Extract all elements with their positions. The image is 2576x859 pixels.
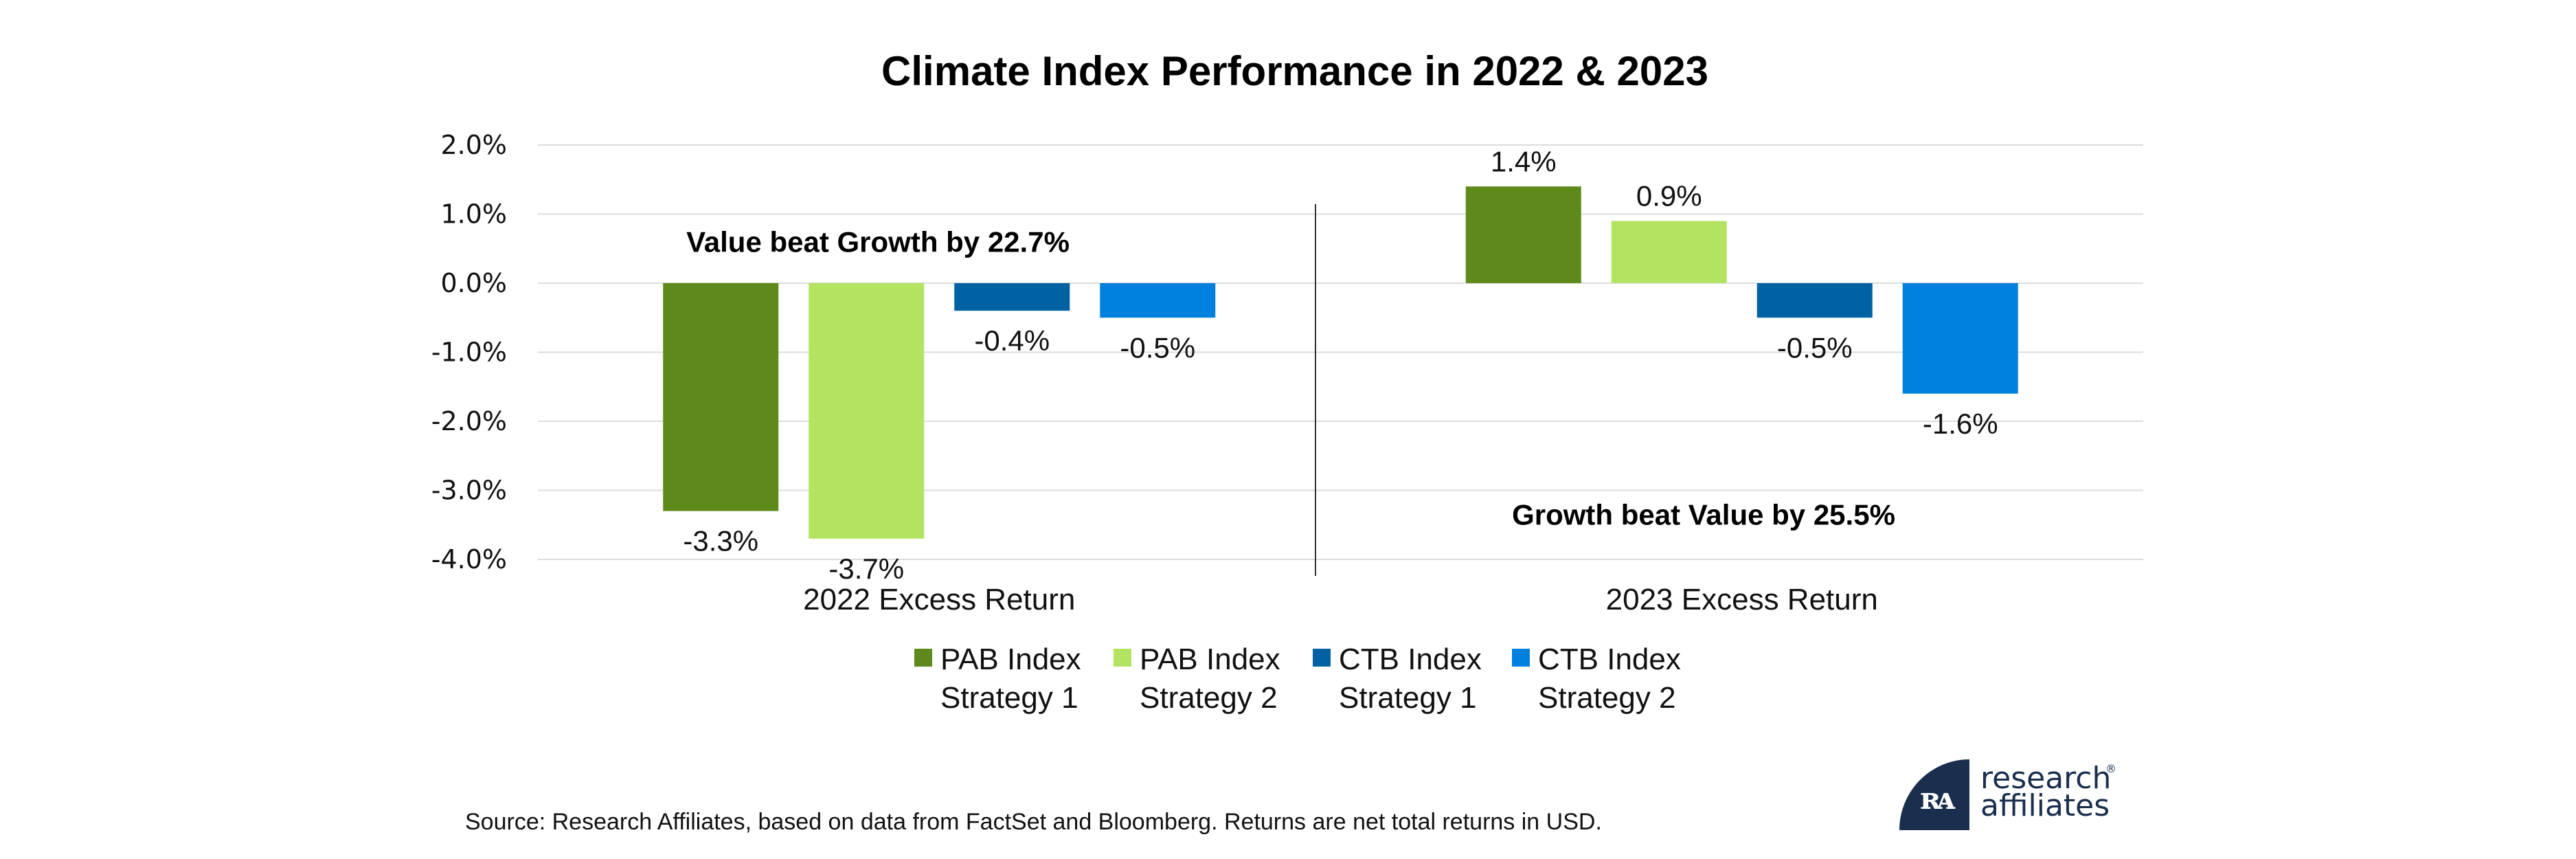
annotations: Value beat Growth by 22.7% Growth beat Va… <box>686 226 1895 531</box>
category-label: 2023 Excess Return <box>1606 583 1878 616</box>
category-label: 2022 Excess Return <box>803 583 1075 616</box>
y-tick-label: -4.0% <box>431 544 507 574</box>
y-tick-label: -1.0% <box>431 337 507 368</box>
legend-item: CTB Index Strategy 2 <box>1512 640 1711 717</box>
y-axis: 2.0% 1.0% 0.0% -1.0% -2.0% -3.0% -4.0% <box>431 130 507 574</box>
legend-item: PAB Index Strategy 2 <box>1114 640 1313 717</box>
logo-line-2: affiliates <box>1980 788 2110 823</box>
bar-ctb-index-strategy-1-0 <box>954 283 1070 311</box>
data-label: 1.4% <box>1491 145 1557 177</box>
data-label: -0.5% <box>1120 331 1195 364</box>
data-label: -0.4% <box>974 324 1050 357</box>
legend-swatch-icon <box>914 649 932 667</box>
data-label: -3.7% <box>828 553 904 585</box>
legend-label: CTB Index Strategy 2 <box>1538 643 1681 715</box>
y-tick-label: 0.0% <box>440 268 507 298</box>
logo-line-1: research <box>1980 761 2112 796</box>
bar-ctb-index-strategy-2-0 <box>1100 283 1216 318</box>
bar-ctb-index-strategy-2-1 <box>1902 283 2018 394</box>
legend-label: PAB Index Strategy 1 <box>940 643 1081 715</box>
data-label: 0.9% <box>1636 180 1702 212</box>
bar-ctb-index-strategy-1-1 <box>1756 283 1873 318</box>
bar-pab-index-strategy-1-1 <box>1465 186 1581 283</box>
legend-item: CTB Index Strategy 1 <box>1313 640 1512 717</box>
data-label: -1.6% <box>1923 408 1998 440</box>
y-tick-label: 2.0% <box>440 130 507 160</box>
legend-swatch-icon <box>1313 649 1331 667</box>
legend-label: PAB Index Strategy 2 <box>1140 643 1280 715</box>
y-tick-label: -2.0% <box>431 406 507 436</box>
logo-ra-glyph-icon: ʀᴀ <box>1920 781 1955 816</box>
legend-item: PAB Index Strategy 1 <box>914 640 1114 717</box>
data-labels: -3.3% -3.7% -0.4% -0.5% 1.4% 0.9% -0.5% -1.6% <box>683 145 1998 585</box>
legend-label: CTB Index Strategy 1 <box>1339 643 1482 715</box>
annotation: Value beat Growth by 22.7% <box>686 226 1070 258</box>
bar-pab-index-strategy-2-1 <box>1611 221 1727 283</box>
bar-pab-index-strategy-1-0 <box>663 283 779 511</box>
logo-wordmark: research affiliates <box>1980 761 2112 823</box>
data-label: -0.5% <box>1777 331 1853 364</box>
chart-title: Climate Index Performance in 2022 & 2023 <box>881 48 1708 94</box>
bars <box>663 186 2018 539</box>
x-axis: 2022 Excess Return 2023 Excess Return <box>803 583 1878 616</box>
legend: PAB Index Strategy 1 PAB Index Strategy 2 CT… <box>914 640 1711 717</box>
annotation: Growth beat Value by 25.5% <box>1512 499 1895 531</box>
y-tick-label: 1.0% <box>440 199 507 230</box>
y-tick-label: -3.0% <box>431 476 507 506</box>
gridlines <box>538 144 2143 560</box>
research-affiliates-logo: ʀᴀ research affiliates ® <box>1899 759 2147 831</box>
logo-mark-icon: ʀᴀ <box>1899 759 1969 830</box>
legend-swatch-icon <box>1512 649 1530 667</box>
legend-swatch-icon <box>1114 649 1131 667</box>
data-label: -3.3% <box>683 525 758 557</box>
registered-mark: ® <box>2105 762 2116 775</box>
bar-pab-index-strategy-2-0 <box>809 283 925 539</box>
source-note: Source: Research Affiliates, based on da… <box>465 809 1602 835</box>
